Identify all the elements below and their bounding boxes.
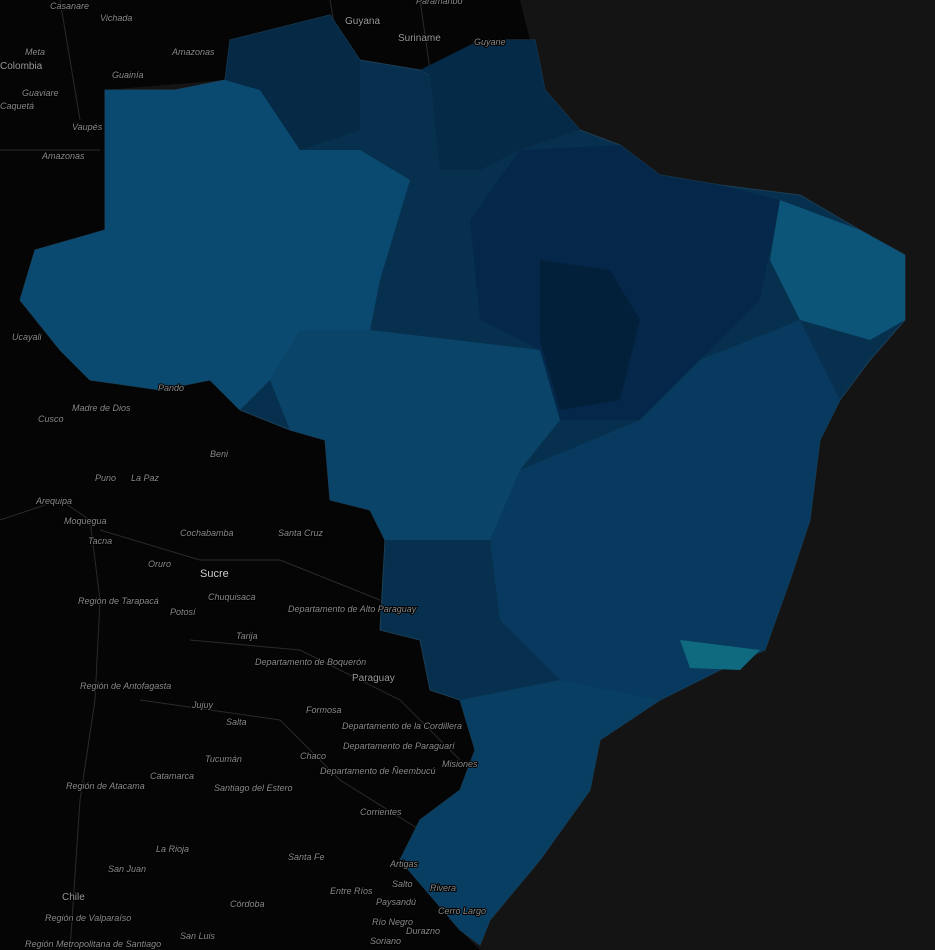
place-label: Amazonas xyxy=(171,47,215,57)
place-label: Arequipa xyxy=(35,496,72,506)
place-label: Guaviare xyxy=(22,88,59,98)
place-label: Soriano xyxy=(370,936,401,946)
place-label: Región de Tarapacá xyxy=(78,596,159,606)
region-southeast xyxy=(490,320,840,700)
place-label: Santiago del Estero xyxy=(214,783,293,793)
place-label: Formosa xyxy=(306,705,342,715)
place-label: Oruro xyxy=(148,559,171,569)
place-label: Puno xyxy=(95,473,116,483)
place-label: Misiones xyxy=(442,759,478,769)
place-label: Moquegua xyxy=(64,516,107,526)
place-label: Sucre xyxy=(200,568,229,580)
border xyxy=(189,639,461,761)
place-label: Guyane xyxy=(474,37,506,47)
place-label: Guyana xyxy=(345,16,380,27)
place-label: Río Negro xyxy=(372,917,413,927)
place-label: Departamento de Paraguarí xyxy=(343,741,456,751)
region-dark xyxy=(540,260,640,410)
place-label: Artigas xyxy=(389,859,419,869)
place-label: San Juan xyxy=(108,864,146,874)
place-label: Región Metropolitana de Santiago xyxy=(25,939,161,949)
place-label: Departamento de Alto Paraguay xyxy=(288,604,417,614)
border xyxy=(99,529,381,601)
place-label: La Rioja xyxy=(156,844,189,854)
place-label: San Luis xyxy=(180,931,216,941)
place-label: Salto xyxy=(392,879,413,889)
place-label: Tucumán xyxy=(205,754,242,764)
place-label: Tarija xyxy=(236,631,258,641)
place-label: Suriname xyxy=(398,33,441,44)
place-label: Ucayali xyxy=(12,332,43,342)
region-amazonas xyxy=(20,80,410,410)
place-label: Paramaribo xyxy=(416,0,463,6)
border xyxy=(0,0,100,151)
place-label: Chuquisaca xyxy=(208,592,256,602)
border xyxy=(0,499,101,950)
place-label: Corrientes xyxy=(360,807,402,817)
place-label: Santa Fe xyxy=(288,852,325,862)
region-rio xyxy=(680,640,760,670)
place-label: Potosí xyxy=(170,607,197,617)
place-label: Vichada xyxy=(100,13,132,23)
region-south xyxy=(400,680,660,945)
place-label: Cerro Largo xyxy=(438,906,486,916)
place-label: Meta xyxy=(25,47,45,57)
place-label: Cochabamba xyxy=(180,528,234,538)
place-label: Departamento de Ñeembucú xyxy=(320,766,436,776)
place-label: Región de Atacama xyxy=(66,781,145,791)
place-label: Chile xyxy=(62,892,85,903)
place-label: Región de Antofagasta xyxy=(80,681,171,691)
place-label: Catamarca xyxy=(150,771,194,781)
place-label: Vaupés xyxy=(72,122,103,132)
labels: Casanare Vichada Guyana Paramaribo Suriname G… xyxy=(0,0,507,950)
place-label: Amazonas xyxy=(41,151,85,161)
place-label: Madre de Dios xyxy=(72,403,131,413)
region-mato-grosso xyxy=(270,330,560,540)
borders xyxy=(0,0,461,950)
land xyxy=(0,0,530,950)
place-label: Jujuy xyxy=(191,700,214,710)
place-label: Cusco xyxy=(38,414,64,424)
place-label: Paysandú xyxy=(376,897,416,907)
region-amapa xyxy=(420,40,580,170)
place-label: Colombia xyxy=(0,61,43,72)
border xyxy=(139,699,421,831)
place-label: Beni xyxy=(210,449,229,459)
place-label: Guainía xyxy=(112,70,144,80)
place-label: Casanare xyxy=(50,1,89,11)
place-label: Córdoba xyxy=(230,899,265,909)
place-label: Chaco xyxy=(300,751,326,761)
place-label: Salta xyxy=(226,717,247,727)
region-coast xyxy=(770,200,905,340)
place-label: Departamento de la Cordillera xyxy=(342,721,462,731)
region-roraima xyxy=(225,15,360,150)
place-label: Región de Valparaíso xyxy=(45,913,131,923)
place-label: Departamento de Boquerón xyxy=(255,657,366,667)
place-label: Entre Ríos xyxy=(330,886,373,896)
place-label: Tacna xyxy=(88,536,112,546)
place-label: La Paz xyxy=(131,473,160,483)
place-label: Paraguay xyxy=(352,673,395,684)
place-label: Rivera xyxy=(430,883,456,893)
place-label: Caquetá xyxy=(0,101,34,111)
place-label: Santa Cruz xyxy=(278,528,324,538)
place-label: Pando xyxy=(158,383,184,393)
place-label: Durazno xyxy=(406,926,440,936)
